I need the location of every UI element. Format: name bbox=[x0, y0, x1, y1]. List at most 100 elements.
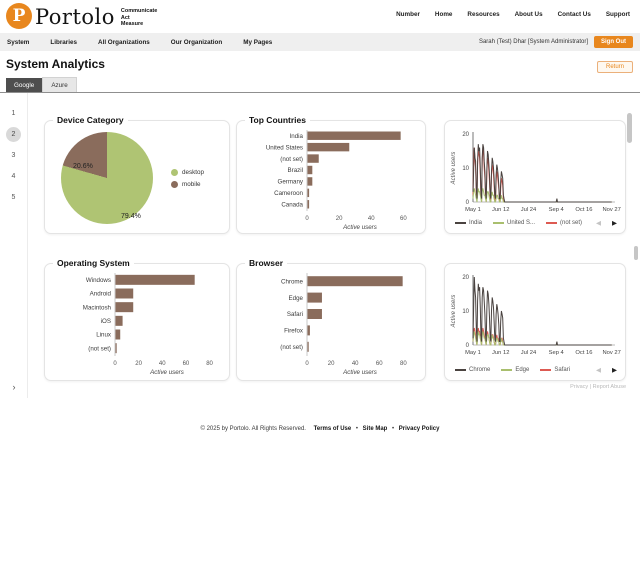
svg-text:20: 20 bbox=[462, 275, 469, 281]
svg-text:Nov 27: Nov 27 bbox=[603, 350, 621, 356]
svg-text:Cameroon: Cameroon bbox=[274, 190, 303, 197]
pager-next-icon[interactable]: › bbox=[12, 382, 16, 392]
legend-item: Safari bbox=[540, 367, 570, 373]
scrollbar-thumb[interactable] bbox=[627, 113, 632, 143]
top-nav: Number Home Resources About Us Contact Us Sup… bbox=[396, 11, 630, 18]
svg-text:20: 20 bbox=[135, 361, 142, 367]
pager-page-4[interactable]: 4 bbox=[11, 173, 16, 180]
svg-text:(not set): (not set) bbox=[88, 345, 111, 352]
operating-system-card: Operating System Windows Android Macintosh… bbox=[44, 258, 230, 382]
legend-item: Chrome bbox=[455, 367, 490, 373]
tagline-line: Act bbox=[120, 14, 130, 21]
svg-text:60: 60 bbox=[376, 361, 383, 367]
svg-text:Firefox: Firefox bbox=[284, 328, 304, 335]
operating-system-bar-chart[interactable]: Windows Android Macintosh iOS Linux (not set)… bbox=[49, 271, 227, 382]
top-countries-bar-chart[interactable]: India United States (not set) Brazil Germany… bbox=[241, 128, 421, 237]
tabs: Google Azure bbox=[0, 77, 640, 93]
svg-text:0: 0 bbox=[113, 361, 117, 367]
sign-out-button[interactable]: Sign Out bbox=[594, 36, 633, 48]
legend-label: desktop bbox=[182, 169, 205, 176]
top-nav-link[interactable]: About Us bbox=[514, 11, 543, 18]
pager-page-1[interactable]: 1 bbox=[11, 110, 16, 117]
svg-text:Active users: Active users bbox=[149, 369, 184, 376]
svg-text:(not set): (not set) bbox=[280, 344, 303, 351]
legend-swatch bbox=[501, 369, 513, 371]
menu-right: Sarah (Test) Dhar [System Administrator]… bbox=[479, 36, 633, 48]
menu-item[interactable]: System bbox=[7, 38, 30, 46]
legend-label: India bbox=[469, 220, 483, 226]
legend-prev-icon[interactable]: ◀ bbox=[596, 367, 601, 374]
scrollbar-thumb[interactable] bbox=[634, 246, 638, 260]
menu-items: System Libraries All Organizations Our Orga… bbox=[7, 39, 272, 46]
legend-swatch bbox=[455, 222, 466, 224]
legend-label: Chrome bbox=[469, 367, 491, 373]
browser-title: Browser bbox=[245, 258, 288, 268]
svg-text:United States: United States bbox=[266, 144, 303, 151]
footer-separator: • bbox=[390, 426, 396, 432]
tab-google[interactable]: Google bbox=[6, 78, 43, 92]
svg-text:Germany: Germany bbox=[278, 179, 304, 186]
svg-text:India: India bbox=[290, 133, 304, 140]
top-countries-card: Top Countries India United States (not set… bbox=[236, 115, 426, 237]
svg-text:May 1: May 1 bbox=[465, 207, 481, 213]
menu-item[interactable]: My Pages bbox=[243, 38, 273, 46]
svg-text:10: 10 bbox=[462, 166, 469, 172]
menu-item[interactable]: Libraries bbox=[50, 38, 78, 46]
footer-link[interactable]: Privacy Policy bbox=[398, 426, 440, 432]
legend-swatch bbox=[540, 369, 552, 371]
svg-text:Edge: Edge bbox=[289, 295, 304, 302]
legend-prev-icon[interactable]: ◀ bbox=[596, 220, 601, 227]
svg-text:Sep 4: Sep 4 bbox=[549, 207, 565, 213]
footer-link[interactable]: Site Map bbox=[362, 426, 388, 432]
svg-text:Jun 12: Jun 12 bbox=[492, 350, 509, 356]
legend-label: (not set) bbox=[560, 220, 583, 226]
header: P Portolo Communicate Act Measure Number Ho… bbox=[0, 0, 640, 33]
top-nav-link[interactable]: Support bbox=[605, 11, 630, 18]
legend-swatch bbox=[455, 369, 466, 371]
legend-next-icon[interactable]: ▶ bbox=[612, 367, 617, 374]
svg-text:Linux: Linux bbox=[96, 332, 112, 339]
pager-page-2[interactable]: 2 bbox=[6, 127, 21, 142]
svg-text:10: 10 bbox=[462, 309, 469, 315]
top-nav-link[interactable]: Contact Us bbox=[557, 11, 591, 18]
svg-text:Chrome: Chrome bbox=[281, 278, 304, 285]
svg-text:Oct 16: Oct 16 bbox=[575, 207, 592, 213]
menu-item[interactable]: All Organizations bbox=[98, 38, 150, 46]
countries-trend-card: 0 10 20 Active users May 1 Jun 12 Jul 24 Sep 4 O… bbox=[444, 120, 626, 234]
browser-card: Browser Chrome Edge Safari Firefox (not set)… bbox=[236, 258, 426, 382]
brand[interactable]: P Portolo Communicate Act Measure bbox=[6, 3, 157, 31]
page-title: System Analytics bbox=[6, 57, 105, 71]
operating-system-title: Operating System bbox=[53, 258, 134, 268]
legend-item: Edge bbox=[501, 367, 529, 373]
top-nav-link[interactable]: Resources bbox=[467, 11, 500, 18]
tab-azure[interactable]: Azure bbox=[42, 77, 77, 92]
countries-trend-line-chart[interactable]: 0 10 20 Active users May 1 Jun 12 Jul 24 Sep 4 O… bbox=[447, 128, 623, 221]
svg-text:0: 0 bbox=[305, 216, 309, 222]
legend-item: desktop bbox=[171, 169, 204, 176]
footer-separator: • bbox=[354, 426, 360, 432]
legend-item: India bbox=[455, 220, 482, 226]
svg-text:40: 40 bbox=[352, 361, 359, 367]
browser-trend-line-chart[interactable]: 0 10 20 Active users May 1 Jun 12 Jul 24 Sep 4 O… bbox=[447, 271, 623, 364]
svg-text:Windows: Windows bbox=[86, 277, 111, 284]
svg-text:Canada: Canada bbox=[281, 201, 303, 208]
pager-page-3[interactable]: 3 bbox=[11, 152, 16, 159]
menu-item[interactable]: Our Organization bbox=[170, 38, 223, 46]
device-category-pie-chart[interactable] bbox=[61, 132, 153, 224]
pie-label-desktop: 79.4% bbox=[121, 213, 141, 220]
svg-text:Oct 16: Oct 16 bbox=[575, 350, 592, 356]
pager-page-5[interactable]: 5 bbox=[11, 194, 16, 201]
browser-bar-chart[interactable]: Chrome Edge Safari Firefox (not set) 0 20 40 60 8… bbox=[241, 271, 421, 382]
footer-links: Terms of Use • Site Map • Privacy Policy bbox=[308, 426, 440, 432]
legend-item: (not set) bbox=[546, 220, 582, 226]
footer-link[interactable]: Terms of Use bbox=[313, 426, 352, 432]
top-nav-link[interactable]: Number bbox=[396, 11, 420, 18]
user-label: Sarah (Test) Dhar [System Administrator] bbox=[478, 39, 588, 45]
svg-text:80: 80 bbox=[206, 361, 213, 367]
legend-dot bbox=[171, 181, 178, 188]
portolo-logo-icon: P bbox=[6, 3, 32, 29]
tagline-line: Measure bbox=[120, 21, 144, 27]
legend-next-icon[interactable]: ▶ bbox=[612, 220, 617, 227]
return-button[interactable]: Return bbox=[596, 61, 633, 73]
top-nav-link[interactable]: Home bbox=[434, 11, 453, 18]
